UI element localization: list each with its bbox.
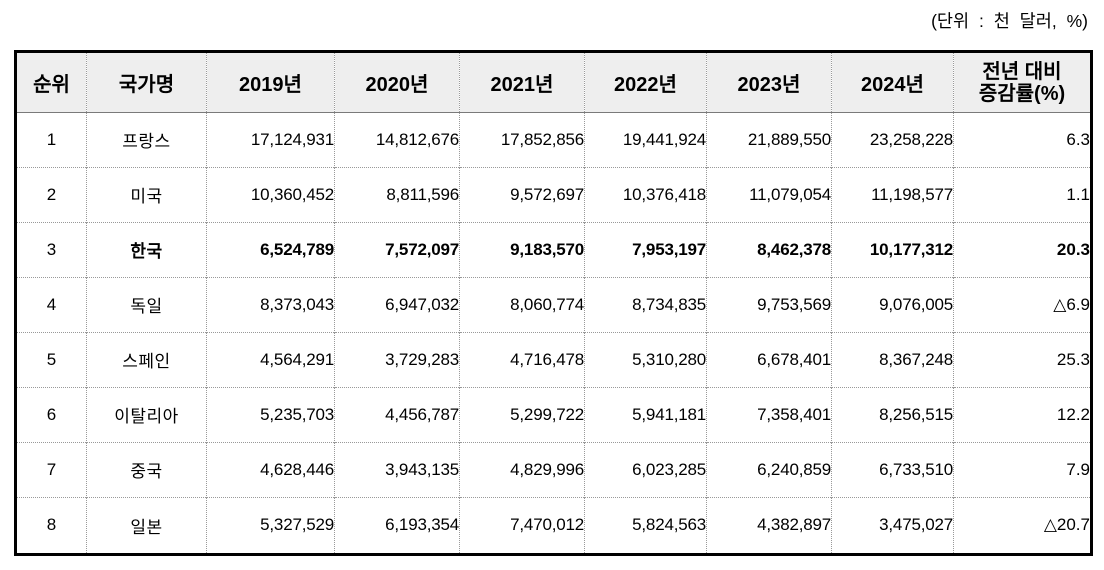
rank-cell: 3 — [15, 221, 87, 278]
value-2020: 8,811,596 — [334, 166, 460, 223]
rank-cell: 4 — [15, 276, 87, 333]
value-2021: 7,470,012 — [459, 496, 585, 555]
value-2021: 5,299,722 — [459, 386, 585, 443]
table-row: 6 이탈리아 5,235,703 4,456,787 5,299,722 5,9… — [15, 386, 1092, 443]
value-2021: 8,060,774 — [459, 276, 585, 333]
header-change-line2: 증감률(%) — [978, 82, 1066, 105]
value-2019: 10,360,452 — [206, 166, 335, 223]
value-2020: 4,456,787 — [334, 386, 460, 443]
country-cell: 한국 — [86, 221, 207, 278]
value-2023: 7,358,401 — [706, 386, 832, 443]
value-2019: 6,524,789 — [206, 221, 335, 278]
header-2021: 2021년 — [459, 51, 585, 113]
rank-cell: 8 — [15, 496, 87, 555]
rank-cell: 7 — [15, 441, 87, 498]
value-2023: 9,753,569 — [706, 276, 832, 333]
value-2019: 4,564,291 — [206, 331, 335, 388]
country-cell: 미국 — [86, 166, 207, 223]
header-country: 국가명 — [86, 51, 207, 113]
header-row: 순위 국가명 2019년 2020년 2021년 2022년 2023년 202… — [15, 51, 1092, 113]
table-row: 8 일본 5,327,529 6,193,354 7,470,012 5,824… — [15, 496, 1092, 555]
table-row: 4 독일 8,373,043 6,947,032 8,060,774 8,734… — [15, 276, 1092, 333]
value-2021: 9,572,697 — [459, 166, 585, 223]
country-export-table: 순위 국가명 2019년 2020년 2021년 2022년 2023년 202… — [14, 50, 1093, 556]
country-cell: 독일 — [86, 276, 207, 333]
value-2020: 14,812,676 — [334, 112, 460, 168]
value-2020: 6,193,354 — [334, 496, 460, 555]
change-cell: 7.9 — [953, 441, 1092, 498]
value-2024: 8,256,515 — [831, 386, 954, 443]
change-cell: △6.9 — [953, 276, 1092, 333]
rank-cell: 5 — [15, 331, 87, 388]
value-2023: 6,240,859 — [706, 441, 832, 498]
unit-note: (단위 : 천 달러, %) — [931, 11, 1088, 31]
country-cell: 중국 — [86, 441, 207, 498]
value-2020: 6,947,032 — [334, 276, 460, 333]
value-2023: 6,678,401 — [706, 331, 832, 388]
value-2022: 6,023,285 — [584, 441, 707, 498]
value-2023: 4,382,897 — [706, 496, 832, 555]
value-2019: 4,628,446 — [206, 441, 335, 498]
value-2022: 5,824,563 — [584, 496, 707, 555]
change-cell: 12.2 — [953, 386, 1092, 443]
value-2022: 10,376,418 — [584, 166, 707, 223]
header-rank: 순위 — [15, 51, 87, 113]
value-2022: 7,953,197 — [584, 221, 707, 278]
value-2021: 9,183,570 — [459, 221, 585, 278]
value-2022: 19,441,924 — [584, 112, 707, 168]
header-change-line1: 전년 대비 — [982, 60, 1062, 83]
header-2020: 2020년 — [334, 51, 460, 113]
value-2022: 8,734,835 — [584, 276, 707, 333]
change-cell: 6.3 — [953, 112, 1092, 168]
change-cell: 25.3 — [953, 331, 1092, 388]
value-2021: 4,716,478 — [459, 331, 585, 388]
value-2019: 8,373,043 — [206, 276, 335, 333]
change-cell: 20.3 — [953, 221, 1092, 278]
value-2024: 8,367,248 — [831, 331, 954, 388]
header-2023: 2023년 — [706, 51, 832, 113]
change-cell: 1.1 — [953, 166, 1092, 223]
value-2023: 11,079,054 — [706, 166, 832, 223]
table-row: 5 스페인 4,564,291 3,729,283 4,716,478 5,31… — [15, 331, 1092, 388]
value-2022: 5,941,181 — [584, 386, 707, 443]
header-change-rate: 전년 대비 증감률(%) — [953, 51, 1092, 113]
country-cell: 이탈리아 — [86, 386, 207, 443]
value-2024: 23,258,228 — [831, 112, 954, 168]
value-2023: 8,462,378 — [706, 221, 832, 278]
value-2024: 3,475,027 — [831, 496, 954, 555]
table-row: 7 중국 4,628,446 3,943,135 4,829,996 6,023… — [15, 441, 1092, 498]
country-cell: 프랑스 — [86, 112, 207, 168]
value-2024: 9,076,005 — [831, 276, 954, 333]
value-2019: 17,124,931 — [206, 112, 335, 168]
rank-cell: 6 — [15, 386, 87, 443]
value-2024: 6,733,510 — [831, 441, 954, 498]
table-row: 2 미국 10,360,452 8,811,596 9,572,697 10,3… — [15, 166, 1092, 223]
value-2021: 17,852,856 — [459, 112, 585, 168]
value-2021: 4,829,996 — [459, 441, 585, 498]
value-2020: 3,943,135 — [334, 441, 460, 498]
rank-cell: 1 — [46, 129, 57, 149]
table-row: 1 프랑스 17,124,931 14,812,676 17,852,856 1… — [16, 112, 1092, 168]
value-2024: 11,198,577 — [831, 166, 954, 223]
change-cell: △20.7 — [953, 496, 1092, 555]
rank-cell: 2 — [15, 166, 87, 223]
value-2024: 10,177,312 — [831, 221, 954, 278]
header-2022: 2022년 — [584, 51, 707, 113]
country-cell: 일본 — [86, 496, 207, 555]
value-2023: 21,889,550 — [706, 112, 832, 168]
value-2020: 7,572,097 — [334, 221, 460, 278]
value-2019: 5,327,529 — [206, 496, 335, 555]
value-2019: 5,235,703 — [206, 386, 335, 443]
header-2024: 2024년 — [831, 51, 954, 113]
table-row-korea-emphasized: 3 한국 6,524,789 7,572,097 9,183,570 7,953… — [15, 221, 1092, 278]
header-2019: 2019년 — [206, 51, 335, 113]
country-cell: 스페인 — [86, 331, 207, 388]
value-2020: 3,729,283 — [334, 331, 460, 388]
value-2022: 5,310,280 — [584, 331, 707, 388]
